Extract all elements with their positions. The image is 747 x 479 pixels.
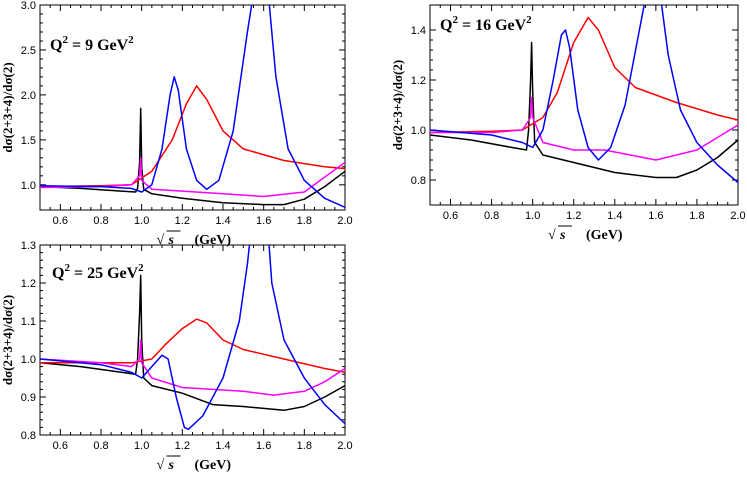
series-line xyxy=(40,5,345,208)
chart-panel-2: 0.6 0.8 1.0 1.2 1.4 1.6 1.8 2.0 0.8 1.0 1.2 1.4 dσ(2… xyxy=(390,4,746,243)
series-line xyxy=(430,5,738,184)
y-tick-label: 0.8 xyxy=(21,430,36,442)
x-tick-label: 1.6 xyxy=(256,440,271,452)
x-tick-label: 2.0 xyxy=(337,440,352,452)
x-tick-label: 0.8 xyxy=(93,440,108,452)
chart-panel-1: 0.6 0.8 1.0 1.2 1.4 1.6 1.8 2.0 1.0 1.5 2.0 2.5 3.0 d… xyxy=(0,0,353,248)
x-tick-label: 2.0 xyxy=(337,215,352,227)
x-tick-label: 1.0 xyxy=(134,440,149,452)
x-tick-label: 1.0 xyxy=(525,210,540,222)
x-tick-label: 0.8 xyxy=(484,210,499,222)
x-tick-label: 0.6 xyxy=(53,215,68,227)
series-line xyxy=(40,274,345,412)
q-squared-annotation: Q2 = 9 GeV2 xyxy=(50,34,134,54)
series-line xyxy=(40,245,345,431)
x-axis-unit: (GeV) xyxy=(195,458,232,473)
q-squared-annotation: Q2 = 16 GeV2 xyxy=(440,14,532,34)
x-tick-label: 1.2 xyxy=(175,440,190,452)
y-tick-label: 3.0 xyxy=(21,0,36,12)
plot-frame xyxy=(429,4,739,206)
series-line xyxy=(40,339,345,396)
x-tick-label: 1.8 xyxy=(297,440,312,452)
x-tick-label: 1.2 xyxy=(175,215,190,227)
y-tick-label: 0.9 xyxy=(21,392,36,404)
series-line xyxy=(430,96,738,161)
series-line xyxy=(40,318,345,374)
y-tick-label: 1.4 xyxy=(411,25,426,37)
x-tick-label: 1.6 xyxy=(648,210,663,222)
x-tick-label: 1.6 xyxy=(256,215,271,227)
series-line xyxy=(40,107,345,206)
x-tick-label: 2.0 xyxy=(730,210,745,222)
y-axis-label: dσ(2+3+4)/dσ(2) xyxy=(0,62,15,152)
x-tick-label: 1.4 xyxy=(215,440,230,452)
series-group xyxy=(40,245,345,431)
x-tick-label: 0.8 xyxy=(93,215,108,227)
x-tick-label: 1.4 xyxy=(607,210,622,222)
x-axis-variable: s xyxy=(168,458,175,473)
series-line xyxy=(430,16,738,134)
x-axis-variable: s xyxy=(559,228,566,243)
y-axis-label: dσ(2+3+4)/dσ(2) xyxy=(0,295,15,385)
sqrt-symbol: √ xyxy=(548,228,556,243)
series-line xyxy=(40,157,345,198)
x-axis-unit: (GeV) xyxy=(586,228,623,243)
x-tick-label: 1.8 xyxy=(297,215,312,227)
plot-frame xyxy=(39,4,346,211)
y-tick-label: 1.0 xyxy=(21,354,36,366)
sqrt-symbol: √ xyxy=(157,233,165,248)
y-tick-label: 2.0 xyxy=(21,90,36,102)
x-tick-label: 1.4 xyxy=(215,215,230,227)
q-squared-annotation: Q2 = 25 GeV2 xyxy=(52,262,144,282)
x-axis-unit: (GeV) xyxy=(195,233,232,248)
x-tick-label: 1.8 xyxy=(689,210,704,222)
y-tick-label: 1.0 xyxy=(21,180,36,192)
y-tick-label: 1.2 xyxy=(411,75,426,87)
series-line xyxy=(430,41,738,179)
y-tick-label: 1.3 xyxy=(21,240,36,252)
x-tick-label: 1.2 xyxy=(566,210,581,222)
chart-panel-3: 0.6 0.8 1.0 1.2 1.4 1.6 1.8 2.0 0.8 0.9 1.0 1.1 1.2 1… xyxy=(0,240,353,473)
y-tick-label: 1.1 xyxy=(21,316,36,328)
y-axis-label: dσ(2+3+4)/dσ(2) xyxy=(390,60,405,150)
series-group xyxy=(430,5,738,184)
y-tick-label: 0.8 xyxy=(411,175,426,187)
sqrt-symbol: √ xyxy=(157,458,165,473)
x-axis-variable: s xyxy=(168,233,175,248)
x-tick-label: 0.6 xyxy=(53,440,68,452)
y-tick-label: 1.0 xyxy=(411,125,426,137)
series-group xyxy=(40,5,345,208)
y-tick-label: 2.5 xyxy=(21,45,36,57)
y-tick-label: 1.5 xyxy=(21,135,36,147)
x-tick-label: 0.6 xyxy=(443,210,458,222)
y-tick-label: 1.2 xyxy=(21,278,36,290)
x-tick-label: 1.0 xyxy=(134,215,149,227)
